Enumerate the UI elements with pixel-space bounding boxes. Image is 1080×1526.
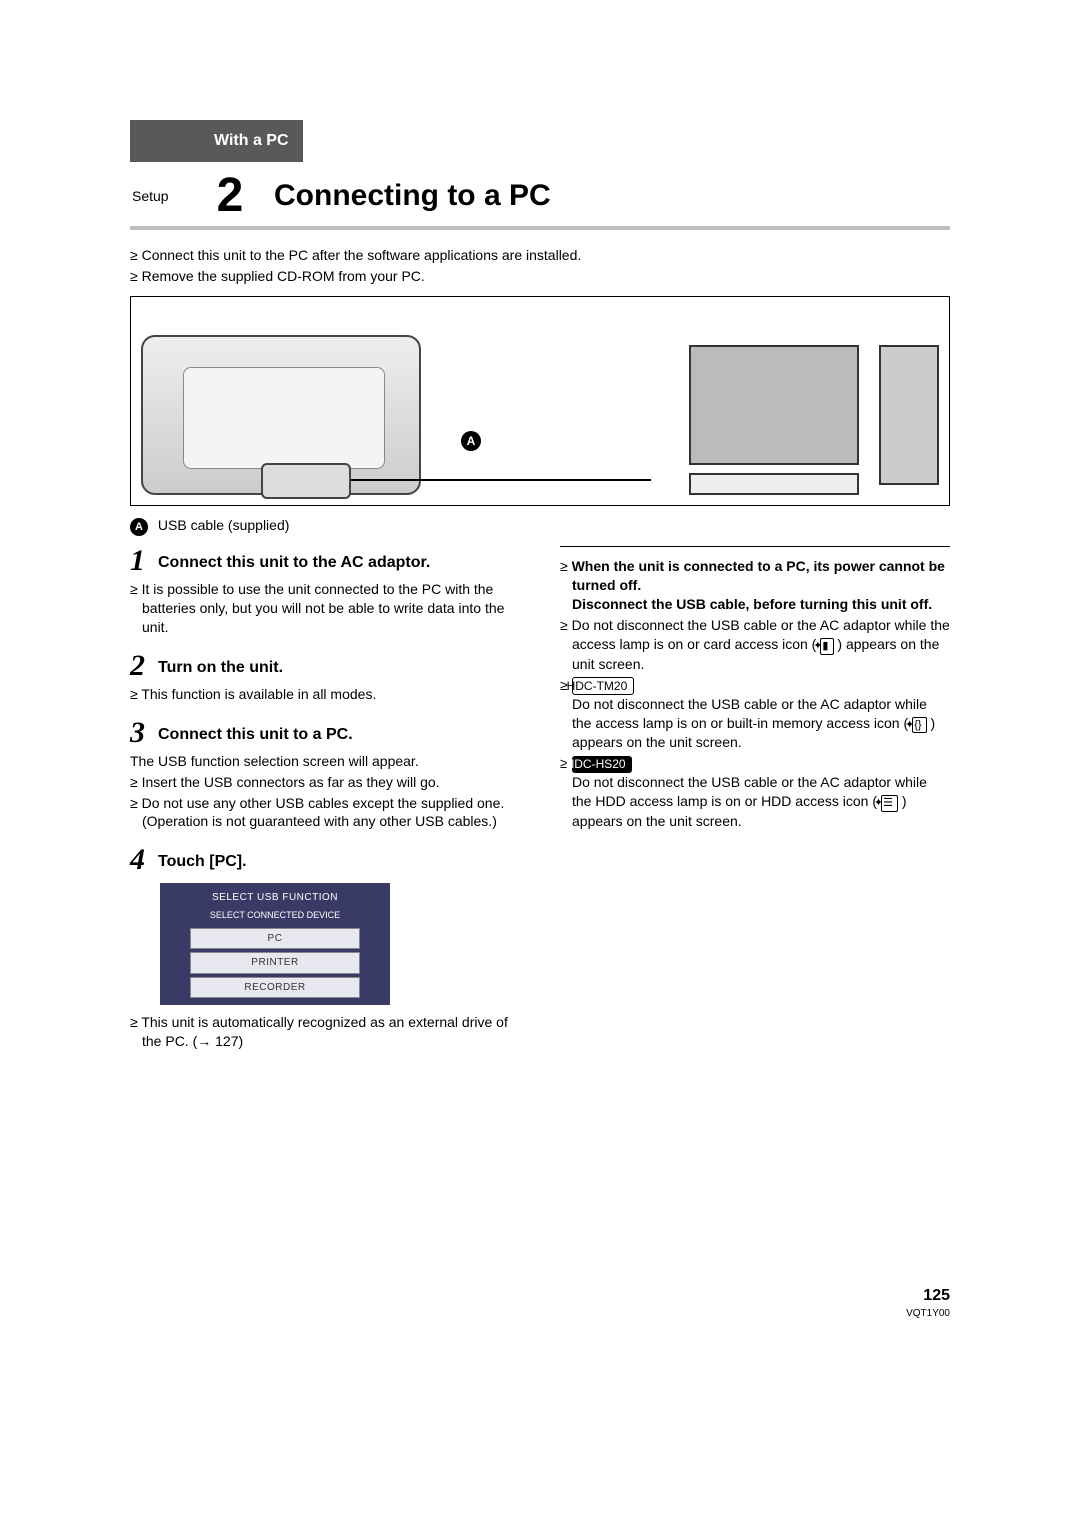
section-tab: With a PC (200, 120, 303, 162)
usb-screen-header: SELECT USB FUNCTION (160, 887, 390, 909)
right-column: When the unit is connected to a PC, its … (560, 546, 950, 1065)
step-bullet: It is possible to use the unit connected… (130, 580, 520, 637)
usb-option-pc[interactable]: PC (190, 928, 360, 950)
intro-bullet: Remove the supplied CD-ROM from your PC. (130, 267, 950, 286)
step-bullet: Insert the USB connectors as far as they… (130, 773, 520, 792)
model-note: HDC-HS20 Do not disconnect the USB cable… (560, 754, 950, 831)
setup-label: Setup (130, 187, 200, 206)
step-bullet: This function is available in all modes. (130, 685, 520, 704)
step-number: 3 (130, 718, 158, 748)
step-number: 1 (130, 546, 158, 576)
pc-icon (689, 345, 939, 495)
page-footer: 125 VQT1Y00 (130, 1285, 950, 1320)
memory-access-icon: ✦{} (912, 717, 927, 734)
model-tag-hs20: HDC-HS20 (572, 756, 632, 772)
doc-id: VQT1Y00 (130, 1307, 950, 1321)
usb-option-recorder[interactable]: RECORDER (190, 977, 360, 999)
step-bullet: Do not use any other USB cables except t… (130, 794, 520, 832)
left-column: 1 Connect this unit to the AC adaptor. I… (130, 546, 520, 1065)
usb-function-screen: SELECT USB FUNCTION SELECT CONNECTED DEV… (160, 883, 390, 1005)
page-header: With a PC Setup 2 Connecting to a PC (130, 120, 950, 230)
warning-bullet: When the unit is connected to a PC, its … (560, 557, 950, 614)
chapter-number: 2 (200, 172, 260, 220)
step-lead: The USB function selection screen will a… (130, 752, 520, 771)
diagram-label-a: A (461, 431, 481, 451)
step-bullet: This unit is automatically recognized as… (130, 1013, 520, 1051)
usb-option-printer[interactable]: PRINTER (190, 952, 360, 974)
step-title: Connect this unit to the AC adaptor. (158, 546, 430, 574)
step-title: Connect this unit to a PC. (158, 718, 353, 746)
connection-diagram: A (130, 296, 950, 506)
note-bullet: Do not disconnect the USB cable or the A… (560, 616, 950, 674)
page-title: Connecting to a PC (274, 176, 551, 217)
dock-icon (261, 463, 351, 499)
caption-text: USB cable (supplied) (158, 517, 290, 533)
step-number: 2 (130, 651, 158, 681)
model-tag-tm20: HDC-TM20 (572, 677, 635, 695)
usb-screen-sub: SELECT CONNECTED DEVICE (160, 909, 390, 925)
caption-badge: A (130, 518, 148, 536)
diagram-caption: A USB cable (supplied) (130, 516, 950, 536)
step-number: 4 (130, 845, 158, 875)
card-access-icon: ✦▮ (820, 638, 833, 655)
step-title: Turn on the unit. (158, 651, 283, 679)
hdd-access-icon: ✦☰ (881, 795, 898, 812)
step-title: Touch [PC]. (158, 845, 247, 873)
intro-list: Connect this unit to the PC after the so… (130, 246, 950, 286)
intro-bullet: Connect this unit to the PC after the so… (130, 246, 950, 265)
page-number: 125 (130, 1285, 950, 1307)
model-note: HDC-TM20 Do not disconnect the USB cable… (560, 676, 950, 753)
